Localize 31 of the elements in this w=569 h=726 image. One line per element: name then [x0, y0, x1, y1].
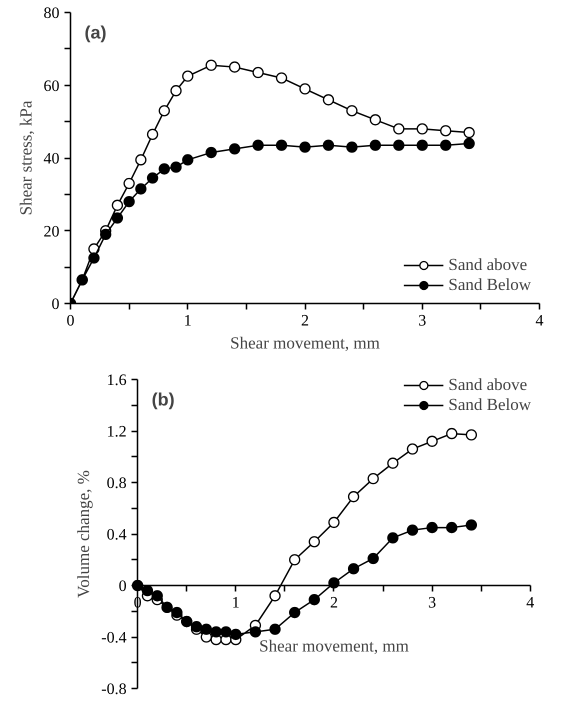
- y-axis-title: Volume change, %: [74, 470, 94, 598]
- text: (a): [84, 22, 107, 42]
- x-tick-label: 1: [184, 312, 192, 330]
- y-tick-label: 60: [44, 78, 60, 95]
- y-tick-label: 40: [44, 150, 60, 168]
- x-tick-label: 3: [428, 594, 436, 612]
- y-axis-title: Shear stress, kPa: [16, 100, 36, 216]
- y-tick-label: 0.8: [106, 475, 127, 492]
- legend-label: Sand above: [448, 375, 528, 395]
- y-tick-label: 0: [118, 578, 127, 595]
- y-tick-label: 0: [52, 296, 60, 313]
- y-tick-label: 80: [44, 5, 60, 22]
- x-tick-label: 4: [536, 312, 544, 330]
- x-tick-label: 3: [418, 312, 426, 330]
- text: (b): [152, 390, 175, 410]
- y-tick-label: 1.2: [106, 424, 127, 440]
- x-tick-label: 2: [301, 312, 309, 330]
- x-tick-label: 4: [526, 594, 534, 612]
- y-tick-label: -0.8: [101, 681, 127, 698]
- x-axis-title: Shear movement, mm: [230, 334, 380, 352]
- y-tick-label: 0.4: [106, 526, 127, 544]
- legend-label: Sand Below: [448, 275, 531, 295]
- legend-label: Sand Below: [448, 395, 531, 415]
- legend-label: Sand above: [448, 255, 528, 275]
- y-tick-label: 20: [44, 223, 60, 240]
- x-axis-title: Shear movement, mm: [259, 636, 409, 656]
- y-tick-label: -0.4: [101, 630, 127, 646]
- x-tick-label: 0: [66, 312, 74, 330]
- y-tick-label: 1.6: [106, 372, 127, 389]
- x-tick-label: 2: [330, 594, 338, 612]
- x-tick-label: 1: [232, 594, 240, 612]
